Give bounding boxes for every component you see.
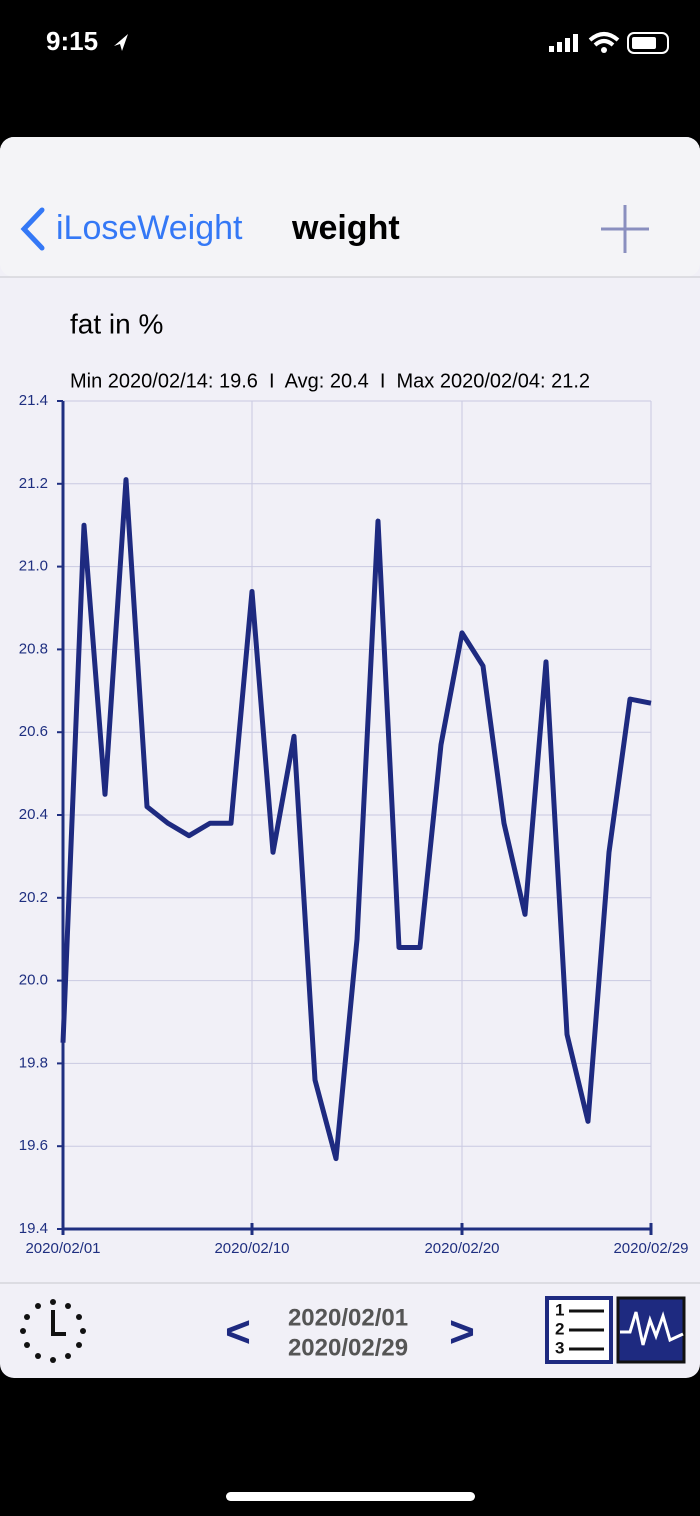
- history-icon[interactable]: [20, 1299, 86, 1363]
- chart-subtitle: Min 2020/02/14: 19.6 I Avg: 20.4 I Max 2…: [70, 370, 590, 392]
- wifi-icon: [588, 32, 620, 47]
- y-tick-label: 20.2: [19, 889, 48, 906]
- battery-icon: [627, 32, 669, 54]
- nav-bar: [0, 137, 700, 277]
- battery-level: [632, 37, 656, 49]
- x-tick-label: 2020/02/01: [25, 1240, 100, 1257]
- y-tick-label: 21.0: [19, 558, 48, 575]
- y-tick-label: 21.2: [19, 475, 48, 492]
- wifi-dot: [601, 47, 607, 53]
- back-button[interactable]: iLoseWeight: [56, 209, 243, 247]
- y-tick-label: 19.6: [19, 1137, 48, 1154]
- signal-icon: [549, 34, 578, 52]
- chart-title: fat in %: [70, 308, 163, 339]
- x-tick-label: 2020/02/29: [613, 1240, 688, 1257]
- data-line: [60, 477, 652, 1162]
- card: [0, 137, 700, 1378]
- y-tick-label: 20.4: [19, 806, 48, 823]
- add-button[interactable]: [601, 205, 649, 253]
- y-tick-label: 21.4: [19, 392, 48, 409]
- y-tick-label: 20.0: [19, 972, 48, 989]
- y-tick-label: 19.8: [19, 1054, 48, 1071]
- nav-title: weight: [291, 209, 400, 247]
- range-start: 2020/02/01: [288, 1304, 408, 1331]
- x-tick-label: 2020/02/10: [214, 1240, 289, 1257]
- chart-icon[interactable]: [616, 1296, 686, 1364]
- next-button[interactable]: >: [449, 1308, 475, 1357]
- list-icon[interactable]: 123: [545, 1296, 613, 1364]
- y-tick-label: 20.6: [19, 723, 48, 740]
- range-end: 2020/02/29: [288, 1334, 408, 1361]
- plot: 19.4 19.6 19.8 20.0 20.2 20.4 20.6 20.8 21.0 21.2…: [19, 392, 689, 1257]
- svg-text:1: 1: [555, 1300, 564, 1319]
- y-tick-label: 19.4: [19, 1220, 48, 1237]
- prev-button[interactable]: <: [225, 1308, 251, 1357]
- svg-text:2: 2: [555, 1319, 564, 1338]
- location-icon: [114, 34, 128, 51]
- back-chevron[interactable]: [20, 207, 45, 251]
- clock: 9:15: [46, 26, 98, 56]
- home-indicator: [226, 1492, 475, 1501]
- y-tick-label: 20.8: [19, 640, 48, 657]
- svg-text:3: 3: [555, 1338, 564, 1357]
- x-tick-label: 2020/02/20: [424, 1240, 499, 1257]
